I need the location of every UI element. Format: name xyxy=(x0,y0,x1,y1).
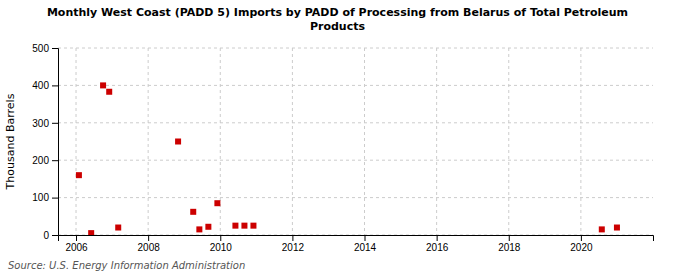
point xyxy=(599,226,605,232)
point xyxy=(205,224,211,230)
point xyxy=(175,139,181,145)
grid-line-x xyxy=(436,48,437,235)
x-tick-label: 2014 xyxy=(354,242,377,253)
x-tick-label: 2008 xyxy=(138,242,161,253)
title: Monthly West Coast (PADD 5) Imports by P… xyxy=(47,6,628,33)
point xyxy=(214,200,220,206)
x-tick-mark xyxy=(292,235,293,241)
x-tick-label: 2006 xyxy=(65,242,88,253)
x-tick-label: 2016 xyxy=(426,242,449,253)
y-tick-mark xyxy=(52,123,58,124)
point xyxy=(241,223,247,229)
x-tick: 2020 xyxy=(570,235,593,253)
x-axis-line xyxy=(59,236,654,242)
point xyxy=(614,225,620,231)
grid-line-y xyxy=(58,160,653,161)
y-tick-mark xyxy=(52,160,58,161)
y-tick: 500 xyxy=(32,43,58,54)
x-tick-label: 2020 xyxy=(570,242,593,253)
grid-line-y xyxy=(58,122,653,123)
x-tick: 2010 xyxy=(210,235,233,253)
y-tick-label: 500 xyxy=(32,43,49,54)
x-tick-mark xyxy=(437,235,438,241)
x-tick-mark xyxy=(509,235,510,241)
y-tick: 100 xyxy=(32,192,58,203)
y-tick-label: 300 xyxy=(32,118,49,129)
grid-line-y xyxy=(58,197,653,198)
x-tick: 2016 xyxy=(426,235,449,253)
grid-line-x xyxy=(76,48,77,235)
y-axis-line xyxy=(52,49,59,236)
y-tick-mark xyxy=(52,198,58,199)
y-axis: 0 100 200 300 400 500 xyxy=(32,43,58,241)
point xyxy=(106,89,112,95)
point xyxy=(190,209,196,215)
point xyxy=(76,172,82,178)
y-tick-label: 400 xyxy=(32,80,49,91)
point xyxy=(232,223,238,229)
annotation: Source: U.S. Energy Information Administ… xyxy=(8,260,245,271)
chart: 2006 2008 2010 2012 2014 2016 2018 2020 0 100 200 3… xyxy=(0,0,675,275)
y-tick-label: 100 xyxy=(32,192,49,203)
grid-line-x xyxy=(148,48,149,235)
y-tick-mark xyxy=(52,48,58,49)
point xyxy=(196,226,202,232)
x-tick-mark xyxy=(220,235,221,241)
y-tick: 0 xyxy=(43,230,58,241)
x-tick-label: 2010 xyxy=(210,242,233,253)
point xyxy=(100,82,106,88)
y-tick-label: 0 xyxy=(43,230,49,241)
y-tick-mark xyxy=(52,235,58,236)
x-tick-mark xyxy=(365,235,366,241)
x-tick: 2018 xyxy=(498,235,521,253)
x-tick: 2008 xyxy=(138,235,161,253)
x-tick: 2012 xyxy=(282,235,305,253)
point xyxy=(250,223,256,229)
x-tick-label: 2018 xyxy=(498,242,521,253)
grid-line-x xyxy=(292,48,293,235)
x-tick: 2014 xyxy=(354,235,377,253)
points xyxy=(76,82,620,235)
plot-area: 2006 2008 2010 2012 2014 2016 2018 2020 0 100 200 3… xyxy=(32,43,653,253)
grid-line-x xyxy=(580,48,581,235)
grid-line-x xyxy=(220,48,221,235)
x-axis: 2006 2008 2010 2012 2014 2016 2018 2020 xyxy=(59,235,654,253)
grid-line-y xyxy=(58,48,653,49)
x-tick-mark xyxy=(148,235,149,241)
y-tick: 300 xyxy=(32,118,58,129)
x-tick: 2006 xyxy=(65,235,88,253)
y-tick-label: 200 xyxy=(32,155,49,166)
grid-line-y xyxy=(58,85,653,86)
grid-line-x xyxy=(508,48,509,235)
y-tick: 400 xyxy=(32,80,58,91)
x-tick-mark xyxy=(76,235,77,241)
y-tick: 200 xyxy=(32,155,58,166)
y-axis-title: Thousand Barrels xyxy=(4,93,17,190)
point xyxy=(88,230,94,235)
x-tick-label: 2012 xyxy=(282,242,305,253)
point xyxy=(115,225,121,231)
x-tick-mark xyxy=(581,235,582,241)
grid xyxy=(58,48,653,235)
y-tick-mark xyxy=(52,85,58,86)
grid-line-x xyxy=(364,48,365,235)
